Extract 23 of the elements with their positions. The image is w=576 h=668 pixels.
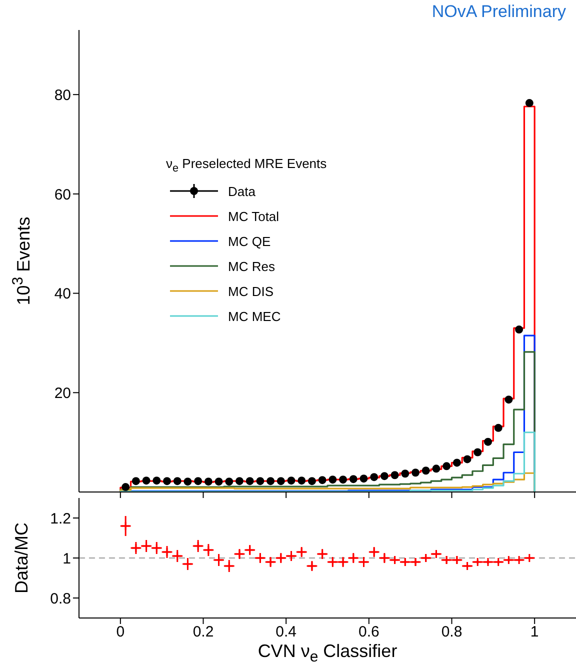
- y-tick-label: 1.2: [50, 510, 71, 528]
- y-tick-label: 1: [62, 550, 71, 568]
- x-tick-label: 0.8: [441, 624, 462, 641]
- legend-label: MC MEC: [228, 308, 281, 324]
- x-tick-label: 1: [530, 624, 539, 641]
- legend-label: MC QE: [228, 234, 271, 249]
- legend-label: MC Total: [228, 208, 280, 224]
- y-tick-label: 60: [54, 186, 71, 204]
- y-tick-label: 0.8: [50, 590, 71, 608]
- y-tick-label: 80: [54, 86, 71, 104]
- x-axis-title: CVN ν$_{e}$ Classifier: [256, 641, 398, 666]
- legend-label: MC Res: [228, 258, 275, 274]
- x-tick-label: 0.6: [358, 624, 380, 641]
- x-tick-label: 0.2: [192, 624, 214, 641]
- legend-title: ν$_{e}$ Preselected MRE Events: [166, 156, 327, 175]
- legend-label: Data: [228, 184, 256, 199]
- x-tick-label: 0: [116, 624, 125, 641]
- legend-label: MC DIS: [228, 284, 274, 299]
- x-tick-label: 0.4: [276, 624, 297, 641]
- y-axis-title: Data/MC: [12, 522, 32, 594]
- y-tick-label: 40: [54, 286, 71, 303]
- text: NOvA Preliminary: [432, 2, 566, 22]
- y-tick-label: 20: [54, 384, 71, 402]
